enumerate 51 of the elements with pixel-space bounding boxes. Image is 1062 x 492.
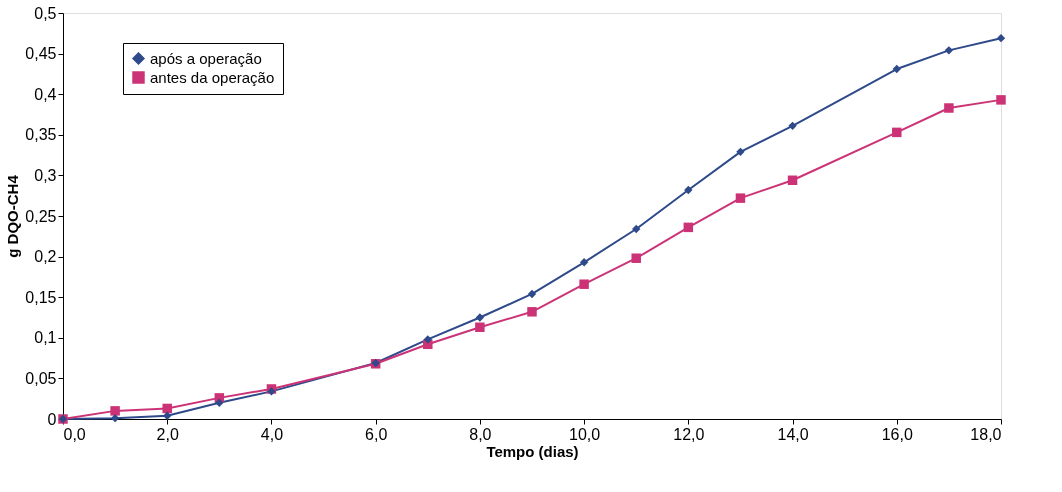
point [788, 121, 797, 131]
point [944, 46, 954, 55]
point [162, 403, 172, 414]
point [996, 33, 1006, 43]
x-tick-label: 2,0 [156, 425, 179, 443]
point [110, 406, 120, 416]
point [475, 313, 485, 322]
point [632, 224, 641, 234]
y-tick-label: 0,45 [25, 45, 57, 63]
point [423, 335, 432, 344]
point [684, 185, 693, 195]
y-tick-label: 0 [47, 410, 57, 428]
y-tick-label: 0,1 [34, 329, 57, 347]
x-tick-label: 4,0 [260, 425, 284, 443]
point [892, 127, 902, 138]
point [631, 253, 641, 263]
point [892, 64, 901, 74]
point [110, 414, 120, 423]
point [215, 398, 224, 407]
x-tick-label: 0,0 [63, 425, 86, 443]
point [527, 289, 537, 299]
point [527, 307, 537, 317]
y-tick-label: 0,4 [34, 85, 57, 103]
legend-label: antes da operação [150, 68, 275, 86]
point [944, 103, 954, 113]
y-tick-label: 0,35 [25, 126, 57, 144]
point [163, 411, 172, 420]
y-tick-label: 0,5 [34, 4, 57, 22]
point [475, 322, 485, 332]
point [787, 175, 798, 186]
x-tick-label: 12,0 [673, 425, 705, 443]
point [996, 95, 1006, 105]
y-tick-label: 0,2 [34, 248, 57, 266]
point [736, 147, 745, 157]
x-tick-label: 14,0 [777, 425, 809, 443]
point [683, 222, 694, 233]
x-tick-label: 18,0 [970, 425, 1002, 443]
y-tick-label: 0,15 [25, 288, 57, 306]
x-axis-title: Tempo (dias) [486, 442, 579, 460]
point [735, 193, 746, 203]
point [579, 279, 589, 289]
y-tick-label: 0,05 [25, 369, 57, 387]
point [579, 258, 589, 267]
x-tick-label: 6,0 [365, 425, 388, 443]
y-tick-label: 0,3 [34, 166, 57, 184]
legend-label: após a operação [150, 49, 262, 67]
x-tick-label: 10,0 [569, 425, 601, 443]
x-tick-label: 8,0 [469, 425, 492, 443]
x-tick-label: 16,0 [881, 425, 913, 443]
y-tick-label: 0,25 [25, 207, 57, 225]
y-axis-title: g DQO-CH4 [4, 174, 22, 258]
